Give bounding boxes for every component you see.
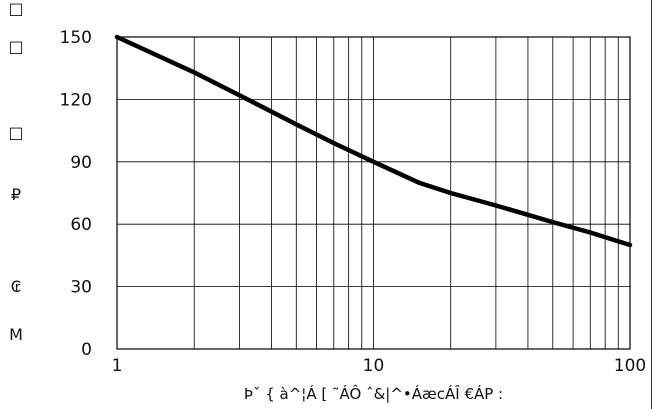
y-tick-label: 120 <box>60 90 92 110</box>
y-tick-label: 30 <box>70 278 92 298</box>
y-axis-label-glyph: □ <box>8 0 23 18</box>
y-axis-label-glyph: M <box>9 325 23 344</box>
plot-frame <box>116 36 631 350</box>
x-tick-label: 100 <box>614 356 646 376</box>
x-axis-label: Þˇ { à^¦Á [ ˜ÁÔ ˆ&|^•ÁæcÁÎ €ÁP : <box>244 384 503 403</box>
series-line <box>114 34 633 248</box>
y-axis-label-glyph: □ <box>8 37 23 56</box>
y-axis-label-glyph: ₢ <box>11 277 21 296</box>
y-tick-label: 90 <box>70 153 92 173</box>
y-tick-label: 150 <box>60 28 92 48</box>
y-tick-label: 60 <box>70 215 92 235</box>
frame-edge <box>651 0 652 409</box>
x-tick-label: 1 <box>112 356 123 376</box>
y-axis-label-glyph: ₽ <box>11 185 21 204</box>
y-tick-label: 0 <box>81 340 92 360</box>
y-axis-label-glyph: □ <box>8 123 23 142</box>
x-tick-label: 10 <box>363 356 385 376</box>
